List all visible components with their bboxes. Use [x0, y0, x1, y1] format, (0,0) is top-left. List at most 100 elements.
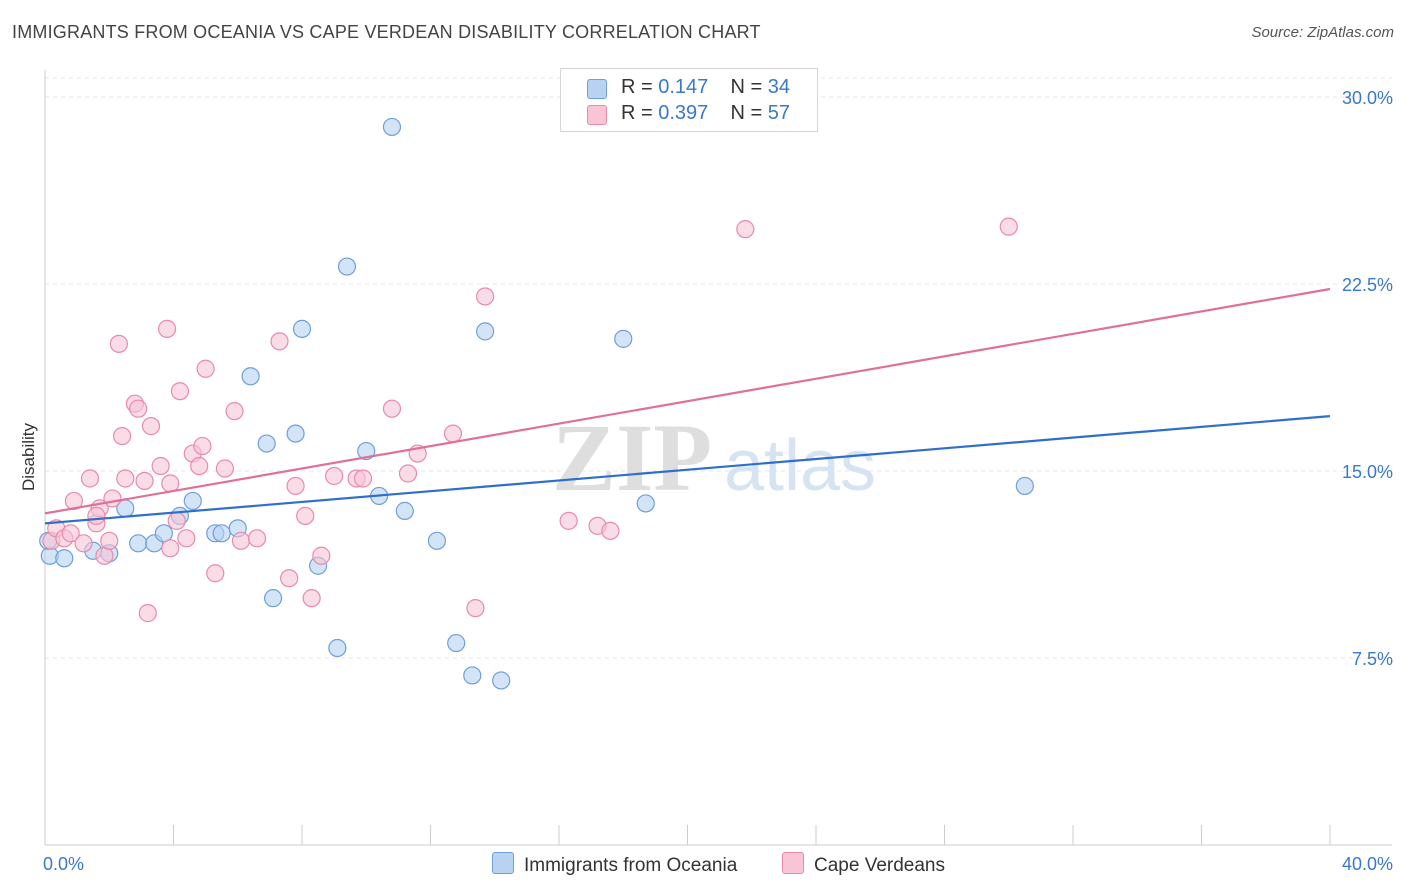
watermark: ZIP atlas [552, 404, 876, 511]
point-cape-verdean-25 [177, 529, 196, 548]
point-cape-verdean-50 [559, 511, 578, 530]
x-tick-label-max: 40.0% [1342, 854, 1393, 874]
point-oceania-7 [154, 524, 173, 543]
point-oceania-29 [492, 671, 511, 690]
r-label: R = [621, 76, 653, 98]
r-value-oceania: 0.147 [658, 76, 709, 98]
point-cape-verdean-55 [87, 506, 106, 525]
point-oceania-13 [241, 367, 260, 386]
point-cape-verdean-27 [190, 456, 209, 476]
data-points [39, 117, 1034, 690]
series-legend-cape-verdean: Cape Verdeans [782, 852, 945, 877]
point-cape-verdean-52 [601, 521, 620, 540]
series-legend-oceania: Immigrants from Oceania [492, 852, 737, 877]
source-label: Source: ZipAtlas.com [1251, 24, 1394, 41]
x-tick-label-min: 0.0% [43, 854, 84, 874]
series-swatch-blue [492, 852, 514, 874]
point-cape-verdean-53 [736, 220, 755, 239]
y-axis-label: Disability [19, 422, 38, 491]
point-cape-verdean-12 [109, 334, 128, 353]
point-oceania-21 [357, 441, 376, 461]
point-cape-verdean-11 [103, 489, 122, 508]
point-oceania-24 [395, 501, 414, 520]
y-tick-label-0: 7.5% [1352, 649, 1393, 669]
point-oceania-23 [382, 117, 402, 137]
point-cape-verdean-54 [999, 217, 1018, 236]
point-cape-verdean-18 [138, 604, 157, 623]
point-cape-verdean-28 [193, 436, 212, 456]
point-cape-verdean-6 [80, 469, 100, 488]
point-oceania-25 [427, 531, 447, 550]
point-oceania-9 [183, 491, 202, 511]
point-oceania-11 [212, 524, 231, 543]
n-label: N = [730, 76, 763, 98]
point-cape-verdean-36 [280, 569, 299, 588]
point-cape-verdean-20 [151, 456, 170, 476]
point-cape-verdean-21 [157, 319, 177, 338]
legend-text-cape-verdean: R = 0.397 N = 57 [621, 102, 790, 125]
legend-swatch-pink [587, 105, 607, 125]
point-cape-verdean-37 [286, 476, 305, 496]
y-tick-label-2: 22.5% [1342, 275, 1393, 295]
point-cape-verdean-24 [170, 382, 190, 401]
point-cape-verdean-30 [206, 564, 225, 583]
point-cape-verdean-29 [196, 359, 215, 378]
n-label: N = [730, 102, 763, 124]
point-oceania-32 [1015, 476, 1034, 496]
point-cape-verdean-40 [312, 546, 331, 565]
point-cape-verdean-14 [116, 469, 135, 488]
point-cape-verdean-47 [443, 424, 463, 443]
point-cape-verdean-23 [167, 511, 186, 530]
y-tick-label-3: 30.0% [1342, 88, 1393, 108]
r-label: R = [621, 102, 653, 124]
point-cape-verdean-5 [74, 534, 93, 553]
point-cape-verdean-13 [112, 426, 132, 446]
r-value-cape-verdean: 0.397 [658, 102, 709, 124]
axes [44, 70, 1392, 846]
trend-lines [44, 287, 1331, 525]
point-cape-verdean-22 [161, 539, 180, 558]
point-oceania-14 [257, 434, 276, 453]
legend-swatch-blue [587, 79, 607, 99]
point-cape-verdean-33 [231, 531, 251, 550]
point-oceania-20 [337, 257, 357, 276]
point-cape-verdean-19 [141, 417, 161, 436]
series-name-oceania: Immigrants from Oceania [524, 855, 738, 876]
point-cape-verdean-10 [100, 531, 119, 550]
n-value-cape-verdean: 57 [767, 102, 791, 124]
point-cape-verdean-32 [225, 402, 244, 421]
point-oceania-27 [463, 666, 482, 685]
n-value-oceania: 34 [767, 76, 791, 98]
legend-text-oceania: R = 0.147 N = 34 [621, 76, 790, 99]
chart-title: IMMIGRANTS FROM OCEANIA VS CAPE VERDEAN … [12, 22, 761, 42]
point-cape-verdean-48 [466, 599, 485, 618]
point-cape-verdean-17 [135, 471, 154, 491]
point-cape-verdean-3 [61, 524, 80, 543]
point-cape-verdean-31 [215, 459, 234, 478]
point-cape-verdean-43 [353, 469, 373, 488]
watermark-zip: ZIP [552, 404, 712, 511]
point-cape-verdean-49 [476, 287, 495, 306]
point-oceania-19 [328, 638, 347, 658]
point-oceania-16 [286, 424, 305, 443]
point-cape-verdean-44 [382, 399, 402, 418]
watermark-atlas: atlas [724, 426, 876, 506]
point-oceania-26 [447, 633, 466, 653]
point-oceania-30 [614, 329, 633, 348]
y-tick-label-1: 15.0% [1342, 462, 1393, 482]
point-cape-verdean-16 [129, 399, 148, 418]
trend-line-oceania [44, 415, 1331, 525]
point-oceania-15 [263, 589, 283, 608]
series-name-cape-verdean: Cape Verdeans [814, 855, 945, 876]
point-cape-verdean-45 [398, 464, 418, 483]
point-oceania-1 [55, 549, 74, 568]
point-cape-verdean-38 [296, 506, 315, 525]
correlation-legend: R = 0.147 N = 34 R = 0.397 N = 57 [560, 68, 818, 132]
point-cape-verdean-35 [270, 332, 289, 351]
point-cape-verdean-41 [325, 466, 344, 486]
point-cape-verdean-34 [247, 529, 267, 548]
point-cape-verdean-39 [302, 589, 321, 608]
series-swatch-pink [782, 852, 804, 874]
point-oceania-31 [636, 494, 655, 513]
